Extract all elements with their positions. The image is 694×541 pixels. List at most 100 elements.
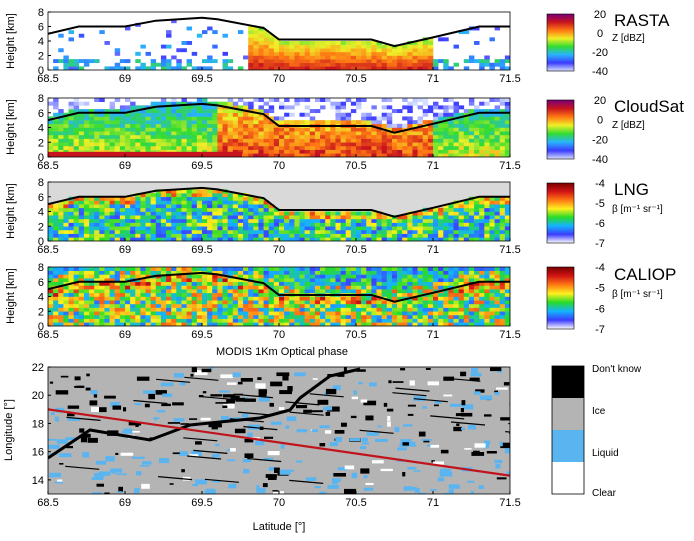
caliop-cell	[202, 314, 208, 319]
caliop-cell	[237, 270, 244, 275]
caliop-cell	[89, 289, 95, 294]
lng-cell	[253, 233, 259, 238]
cloudsat-cell	[422, 134, 429, 139]
lng-cell	[499, 204, 506, 209]
caliop-cell	[366, 274, 372, 279]
cloudsat-cell	[356, 138, 362, 143]
cloudsat-cell	[489, 131, 495, 136]
lng-cell	[453, 229, 459, 234]
lng-cell	[443, 229, 449, 234]
caliop-cell	[484, 311, 490, 316]
modis-pixel-141	[430, 444, 440, 448]
caliop-colorbar: -4-5-6-7	[546, 262, 605, 336]
lng-cell	[99, 196, 105, 201]
rasta-cell	[325, 51, 331, 56]
caliop-cell	[196, 289, 203, 294]
modis-pixel-121	[105, 456, 115, 462]
caliop-cell	[386, 292, 393, 297]
caliop-cell	[130, 292, 136, 297]
lng-cell	[222, 200, 228, 205]
cloudsat-cell	[407, 142, 413, 147]
lng-cell	[83, 229, 90, 234]
cloudsat-cell	[186, 131, 193, 136]
modis-pixel-237	[350, 415, 357, 419]
caliop-cell	[248, 318, 254, 323]
lng-cell	[222, 218, 228, 223]
lng-cell	[125, 218, 131, 223]
modis-ytick-label: 20	[32, 390, 44, 402]
cloudsat-cell	[232, 101, 239, 106]
cloudsat-cell	[381, 153, 388, 157]
cloudsat-cell	[191, 142, 198, 147]
cloudsat-xtick-label: 69	[119, 160, 131, 172]
cloudsat-cell	[222, 127, 228, 132]
caliop-cell	[325, 285, 331, 290]
rasta-cell	[371, 55, 377, 60]
caliop-cell	[489, 274, 495, 279]
caliop-cell	[320, 281, 326, 286]
lng-cell	[176, 237, 182, 241]
lng-cell	[68, 237, 74, 241]
lng-cell	[479, 211, 485, 216]
caliop-cell	[171, 307, 177, 312]
caliop-xtick-label: 70.5	[345, 329, 366, 341]
lng-cell	[166, 237, 172, 241]
lng-cell	[125, 200, 131, 205]
rasta-cell	[504, 59, 510, 64]
lng-cell	[104, 218, 110, 223]
modis-pixel-195	[258, 393, 267, 397]
cloudsat-cell	[258, 98, 264, 102]
cloudsat-cell	[191, 105, 198, 110]
caliop-cell	[258, 267, 264, 271]
caliop-cell	[227, 296, 234, 301]
caliop-cell	[361, 322, 367, 326]
lng-cell	[243, 233, 249, 238]
cloudsat-cell	[299, 138, 305, 143]
rasta-cell	[299, 59, 305, 64]
lng-cell	[381, 222, 388, 227]
cloudsat-cell	[227, 149, 234, 154]
rasta-cell	[294, 51, 300, 56]
cloudsat-cell	[407, 109, 413, 114]
cloudsat-cell	[109, 116, 116, 121]
caliop-cell	[135, 285, 141, 290]
cloudsat-cell	[330, 134, 336, 139]
caliop-cell	[443, 292, 449, 297]
modis-pixel-201	[432, 461, 444, 465]
cloudsat-cell	[284, 105, 290, 110]
cloudsat-cell	[458, 153, 465, 157]
caliop-cell	[499, 311, 506, 316]
lng-cell	[202, 218, 208, 223]
lng-cell	[155, 204, 162, 209]
caliop-cell	[150, 300, 157, 305]
lng-cell	[125, 229, 131, 234]
rasta-cell	[253, 30, 259, 35]
caliop-cell	[330, 296, 336, 301]
modis-pixel-109	[407, 413, 414, 416]
cloudsat-cell	[258, 149, 264, 154]
lng-colorbar-label: β [m⁻¹ sr⁻¹]	[612, 204, 663, 215]
caliop-cell	[78, 274, 85, 279]
cloudsat-cell	[376, 123, 382, 128]
cloudsat-cell	[294, 145, 300, 150]
rasta-cell	[279, 51, 285, 56]
lng-cell	[453, 204, 459, 209]
caliop-cell	[166, 270, 172, 275]
modis-pixel-313	[319, 425, 330, 429]
caliop-cell	[427, 318, 434, 323]
cloudsat-cell	[130, 134, 136, 139]
cloudsat-cell	[202, 145, 208, 150]
lng-cell	[279, 229, 285, 234]
cloudsat-cell	[140, 120, 146, 125]
cloudsat-cell	[109, 127, 116, 132]
lng-cell	[53, 218, 59, 223]
cloudsat-cell	[433, 138, 439, 143]
cloudsat-cell	[458, 149, 465, 154]
modis-pixel-11	[67, 418, 80, 421]
cloudsat-cell	[463, 131, 470, 136]
lng-cell	[253, 222, 259, 227]
caliop-cell	[391, 270, 398, 275]
lng-cell	[479, 196, 485, 201]
caliop-cell	[63, 300, 69, 305]
cloudsat-cell	[114, 134, 121, 139]
